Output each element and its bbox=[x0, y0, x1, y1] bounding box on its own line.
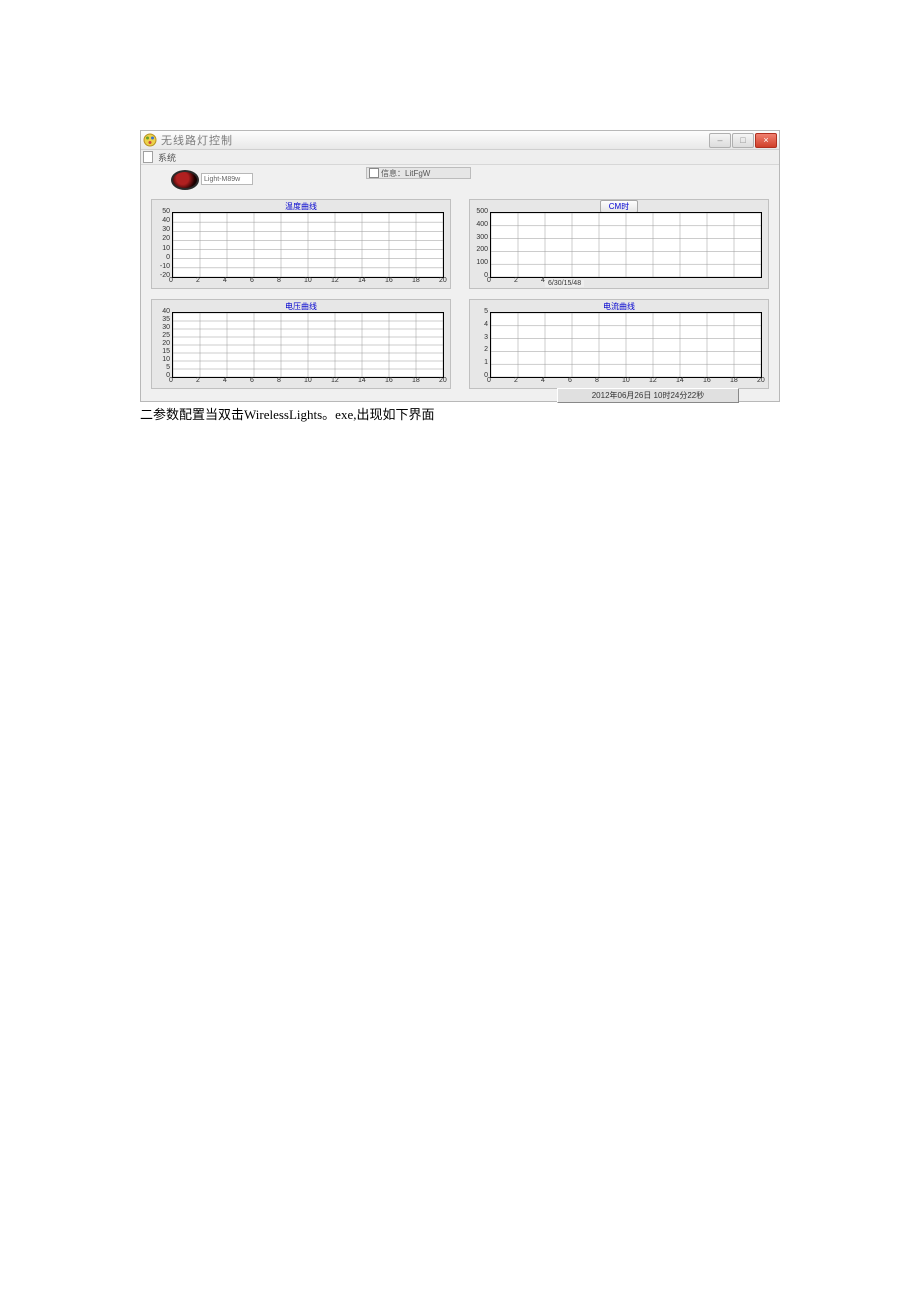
chart-title: 温度曲线 bbox=[279, 201, 323, 212]
xtick-label: 12 bbox=[331, 277, 339, 284]
ytick-label: 3 bbox=[472, 334, 488, 341]
menu-grip-icon bbox=[143, 151, 153, 163]
xtick-label: 18 bbox=[730, 377, 738, 384]
red-orb-icon bbox=[171, 170, 199, 190]
chart-current: 电流曲线 54321002468101214161820 bbox=[469, 299, 769, 389]
ytick-label: 30 bbox=[154, 226, 170, 233]
info-field[interactable]: 信息：LitFgW bbox=[366, 167, 471, 179]
ytick-label: 0 bbox=[154, 372, 170, 379]
ytick-label: 0 bbox=[472, 272, 488, 279]
checkbox-icon[interactable] bbox=[369, 168, 379, 178]
ytick-label: 50 bbox=[154, 208, 170, 215]
ytick-label: 100 bbox=[472, 259, 488, 266]
xtick-label: 2 bbox=[514, 377, 518, 384]
xtick-label: 4 bbox=[541, 377, 545, 384]
xtick-label: 12 bbox=[331, 377, 339, 384]
ytick-label: 5 bbox=[154, 364, 170, 371]
xtick-label: 12 bbox=[649, 377, 657, 384]
chart-title: 电压曲线 bbox=[279, 301, 323, 312]
xtick-label: 20 bbox=[439, 277, 447, 284]
ytick-label: 500 bbox=[472, 208, 488, 215]
xtick-label: 0 bbox=[169, 377, 173, 384]
xtick-label: 10 bbox=[304, 277, 312, 284]
device-id-field[interactable]: Light-M89w bbox=[201, 173, 253, 185]
xtick-label: 0 bbox=[487, 377, 491, 384]
ytick-label: 10 bbox=[154, 245, 170, 252]
ytick-label: 10 bbox=[154, 356, 170, 363]
xtick-label: 4 bbox=[541, 277, 545, 284]
ytick-label: 5 bbox=[472, 308, 488, 315]
ytick-label: 4 bbox=[472, 321, 488, 328]
chart-title: 电流曲线 bbox=[597, 301, 641, 312]
minimize-button[interactable]: – bbox=[709, 133, 731, 148]
window-title: 无线路灯控制 bbox=[161, 132, 709, 148]
close-button[interactable]: × bbox=[755, 133, 777, 148]
ytick-label: -20 bbox=[154, 272, 170, 279]
xtick-label: 8 bbox=[595, 377, 599, 384]
titlebar[interactable]: 无线路灯控制 – □ × bbox=[141, 131, 779, 150]
plot-area bbox=[490, 212, 762, 278]
menu-item-system[interactable]: 系统 bbox=[155, 151, 179, 164]
top-row: Light-M89w 信息：LitFgW bbox=[141, 165, 779, 195]
xtick-label: 0 bbox=[169, 277, 173, 284]
document-caption: 二参数配置当双击WirelessLights。exe,出现如下界面 bbox=[140, 404, 920, 423]
xtick-label: 10 bbox=[304, 377, 312, 384]
ytick-label: 40 bbox=[154, 308, 170, 315]
chart-voltage: 电压曲线 403530252015105002468101214161820 bbox=[151, 299, 451, 389]
plot-area bbox=[490, 312, 762, 378]
ytick-label: 35 bbox=[154, 316, 170, 323]
xtick-label: 2 bbox=[196, 277, 200, 284]
ytick-label: 300 bbox=[472, 234, 488, 241]
ytick-label: 20 bbox=[154, 235, 170, 242]
xtick-label: 16 bbox=[703, 377, 711, 384]
plot-area bbox=[172, 212, 444, 278]
ytick-label: 200 bbox=[472, 246, 488, 253]
ytick-label: 20 bbox=[154, 340, 170, 347]
timestamp-display: 2012年06月26日 10时24分22秒 bbox=[557, 388, 739, 403]
xtick-label: 20 bbox=[439, 377, 447, 384]
xtick-label: 10 bbox=[622, 377, 630, 384]
ytick-label: -10 bbox=[154, 263, 170, 270]
ytick-label: 1 bbox=[472, 359, 488, 366]
xtick-label: 2 bbox=[196, 377, 200, 384]
ytick-label: 15 bbox=[154, 348, 170, 355]
chart-grid: 温度曲线 50403020100-10-2002468101214161820 … bbox=[141, 195, 779, 389]
xtick-label: 4 bbox=[223, 377, 227, 384]
main-canvas: Light-M89w 信息：LitFgW 温度曲线 50403020100-10… bbox=[141, 165, 779, 401]
xaxis-extra-label: 6/30/15/48 bbox=[545, 280, 584, 287]
xtick-label: 16 bbox=[385, 377, 393, 384]
xtick-label: 6 bbox=[250, 377, 254, 384]
chart-cm: CM时 6/30/15/48 500 400 300 200 100 00 2 4 bbox=[469, 199, 769, 289]
xtick-label: 2 bbox=[514, 277, 518, 284]
xtick-label: 4 bbox=[223, 277, 227, 284]
ytick-label: 2 bbox=[472, 346, 488, 353]
ytick-label: 25 bbox=[154, 332, 170, 339]
app-window: 无线路灯控制 – □ × 系统 Light-M89w 信息：LitFgW bbox=[140, 130, 780, 402]
menubar: 系统 bbox=[141, 150, 779, 165]
maximize-button[interactable]: □ bbox=[732, 133, 754, 148]
xtick-label: 18 bbox=[412, 377, 420, 384]
xtick-label: 0 bbox=[487, 277, 491, 284]
chart-title-button[interactable]: CM时 bbox=[600, 200, 638, 213]
chart-temperature: 温度曲线 50403020100-10-2002468101214161820 bbox=[151, 199, 451, 289]
xtick-label: 6 bbox=[250, 277, 254, 284]
plot-area bbox=[172, 312, 444, 378]
xtick-label: 20 bbox=[757, 377, 765, 384]
ytick-label: 30 bbox=[154, 324, 170, 331]
xtick-label: 6 bbox=[568, 377, 572, 384]
xtick-label: 8 bbox=[277, 277, 281, 284]
info-label: 信息：LitFgW bbox=[381, 168, 430, 179]
ytick-label: 0 bbox=[472, 372, 488, 379]
xtick-label: 14 bbox=[358, 377, 366, 384]
bottom-extras: 2012年06月26日 10时24分22秒 bbox=[141, 389, 779, 391]
xtick-label: 14 bbox=[676, 377, 684, 384]
xtick-label: 16 bbox=[385, 277, 393, 284]
app-icon bbox=[143, 133, 157, 147]
ytick-label: 0 bbox=[154, 254, 170, 261]
xtick-label: 8 bbox=[277, 377, 281, 384]
xtick-label: 14 bbox=[358, 277, 366, 284]
ytick-label: 400 bbox=[472, 221, 488, 228]
ytick-label: 40 bbox=[154, 217, 170, 224]
xtick-label: 18 bbox=[412, 277, 420, 284]
